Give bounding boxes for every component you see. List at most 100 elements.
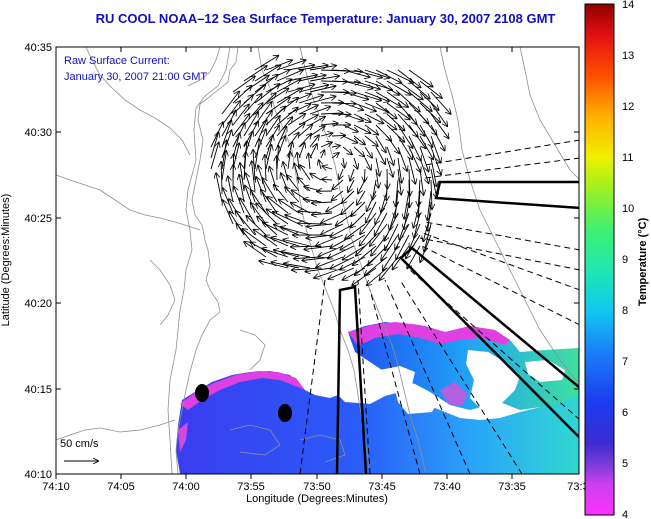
coastline [56, 47, 579, 474]
colorbar-label: Temperature (°C) [637, 217, 649, 306]
current-vector [386, 102, 410, 119]
current-vector [408, 157, 415, 184]
current-vector [332, 190, 344, 200]
current-vector [331, 153, 339, 158]
current-vector [368, 245, 388, 265]
current-vector [284, 264, 311, 269]
y-axis-label: Latitude (Degrees:Minutes) [0, 194, 12, 327]
x-axis-label: Longitude (Degrees:Minutes) [246, 493, 388, 505]
current-vector [375, 212, 388, 235]
current-vector [221, 162, 222, 192]
current-vector [408, 135, 421, 160]
map-title: RU COOL NOAA–12 Sea Surface Temperature:… [95, 11, 556, 26]
x-tick-label: 73:55 [237, 481, 265, 493]
current-vector [267, 197, 289, 214]
current-vector [350, 168, 354, 181]
current-vector [310, 174, 322, 181]
current-vector [276, 60, 306, 71]
current-vector [328, 267, 355, 279]
current-vector [342, 91, 368, 99]
current-vector [427, 190, 432, 220]
colorbar-tick: 9 [622, 254, 628, 266]
current-vector [287, 65, 314, 71]
current-vector [342, 69, 370, 77]
current-vector [386, 146, 394, 165]
current-vector [307, 234, 333, 238]
current-vector [342, 124, 358, 132]
current-vector [232, 105, 249, 126]
station-marker [195, 384, 209, 402]
current-vector [281, 252, 311, 258]
current-vector [418, 179, 420, 206]
current-vector [274, 185, 289, 203]
current-vector [243, 94, 262, 115]
current-vector [397, 168, 401, 194]
current-vector [375, 80, 399, 95]
current-vector [254, 84, 279, 104]
range-lines [299, 139, 579, 474]
current-vector [277, 156, 278, 181]
x-tick-label: 74:10 [42, 481, 70, 493]
current-vector [353, 135, 365, 145]
current-vector [223, 200, 234, 225]
current-vector [364, 168, 365, 182]
current-vector [330, 223, 355, 237]
current-vector [399, 212, 410, 239]
current-vector [352, 267, 377, 285]
current-vector [298, 115, 318, 126]
annotation-line2: January 30, 2007 21:00 GMT [64, 71, 207, 83]
current-vector [312, 202, 333, 203]
current-vector [308, 154, 310, 170]
current-vector [320, 142, 332, 148]
colorbar-tick-labels: 14 13 12 11 10 9 8 7 6 5 4 [622, 0, 634, 519]
current-vector [322, 166, 333, 169]
current-vector [406, 234, 421, 258]
current-vector [223, 188, 234, 214]
current-vector [419, 102, 440, 122]
current-vector [309, 76, 339, 82]
current-vector [408, 91, 432, 111]
current-vector [375, 69, 401, 83]
current-vector [291, 246, 322, 247]
colorbar-tick: 5 [622, 458, 628, 470]
current-vector [321, 150, 324, 159]
current-vector [285, 215, 311, 225]
y-tick-label: 40:15 [24, 384, 52, 396]
current-vector [356, 234, 377, 256]
current-vector [410, 223, 421, 248]
colorbar-tick: 8 [622, 305, 628, 317]
current-vector [265, 145, 272, 170]
current-vector [386, 157, 393, 177]
colorbar [584, 3, 615, 516]
plot-area [56, 47, 579, 474]
current-vector [419, 113, 437, 135]
current-vector [254, 65, 280, 82]
current-vector [287, 94, 311, 104]
current-vector [243, 112, 258, 137]
colorbar-tick: 13 [622, 50, 634, 62]
current-vector [210, 143, 219, 170]
current-vector [309, 86, 336, 93]
current-vector [366, 201, 377, 223]
colorbar-tick: 11 [622, 152, 633, 164]
current-vector [342, 80, 373, 89]
current-vector [386, 135, 399, 153]
current-vector [309, 96, 335, 104]
current-vector [343, 245, 366, 260]
current-vector [297, 153, 299, 170]
current-vector [243, 229, 267, 247]
current-vector [330, 234, 355, 248]
current-vector [288, 152, 290, 170]
current-vector [267, 209, 289, 225]
x-tick-label: 73:3 [567, 481, 588, 493]
current-vector [381, 190, 388, 212]
current-vector [246, 173, 256, 203]
current-vector [375, 135, 386, 152]
colorbar-tick: 7 [622, 356, 628, 368]
current-vector [370, 223, 388, 246]
current-vectors [210, 56, 451, 286]
current-vector [375, 91, 401, 107]
current-vector [339, 168, 343, 179]
current-vector [397, 80, 423, 99]
current-vector [221, 92, 239, 115]
